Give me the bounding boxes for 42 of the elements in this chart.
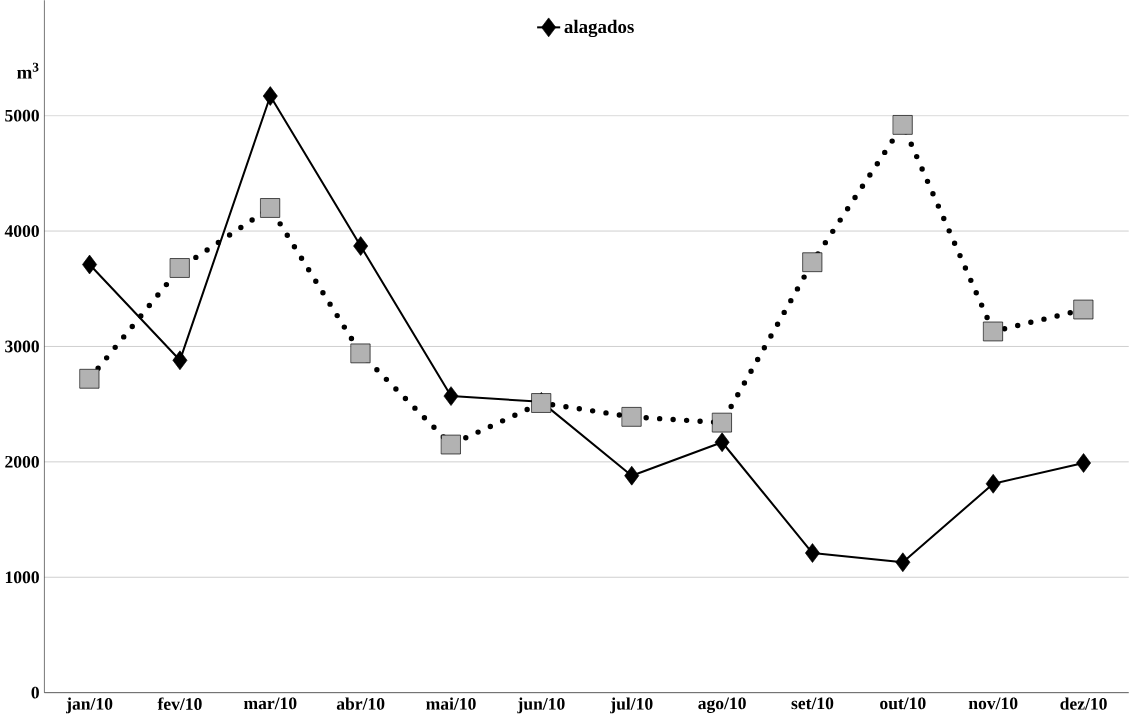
x-tick-label: jun/10 xyxy=(517,697,565,714)
point xyxy=(621,407,642,427)
y-tick-label: 3000 xyxy=(5,340,39,353)
x-tick-label: set/10 xyxy=(791,697,834,710)
point xyxy=(712,412,732,433)
y-tick-label: 1000 xyxy=(5,571,39,584)
x-tick-label: out/10 xyxy=(880,697,926,710)
point xyxy=(624,465,640,486)
point xyxy=(170,258,190,278)
x-tick-label: fev/10 xyxy=(157,697,202,711)
point xyxy=(893,115,913,135)
legend-label: alagados xyxy=(564,19,634,38)
point xyxy=(441,434,461,455)
point xyxy=(895,552,911,573)
point xyxy=(353,236,369,256)
point xyxy=(1073,299,1094,320)
point xyxy=(983,321,1003,342)
x-tick-label: jan/10 xyxy=(66,697,113,714)
x-tick-label: ago/10 xyxy=(698,697,746,714)
point xyxy=(802,252,823,273)
point xyxy=(443,386,459,406)
point xyxy=(1076,453,1091,473)
y-axis-title: m$^{3}$ xyxy=(17,62,39,79)
point xyxy=(350,343,371,364)
point xyxy=(262,86,278,106)
y-tick-label: 2000 xyxy=(5,456,39,468)
point xyxy=(714,432,730,453)
point xyxy=(805,543,820,563)
x-tick-label: jul/10 xyxy=(610,697,653,714)
y-tick-label: 5000 xyxy=(5,109,39,122)
point xyxy=(82,254,97,275)
point xyxy=(79,369,100,389)
x-tick-label: mai/10 xyxy=(426,697,476,710)
point xyxy=(260,198,281,218)
x-tick-label: nov/10 xyxy=(968,697,1018,710)
x-tick-label: abr/10 xyxy=(336,697,385,710)
point xyxy=(985,474,1001,494)
y-tick-label: 0 xyxy=(31,686,39,699)
y-tick-label: 4000 xyxy=(4,225,39,238)
point xyxy=(172,350,188,371)
x-tick-label: dez/10 xyxy=(1060,697,1107,710)
x-tick-label: mar/10 xyxy=(243,697,297,710)
